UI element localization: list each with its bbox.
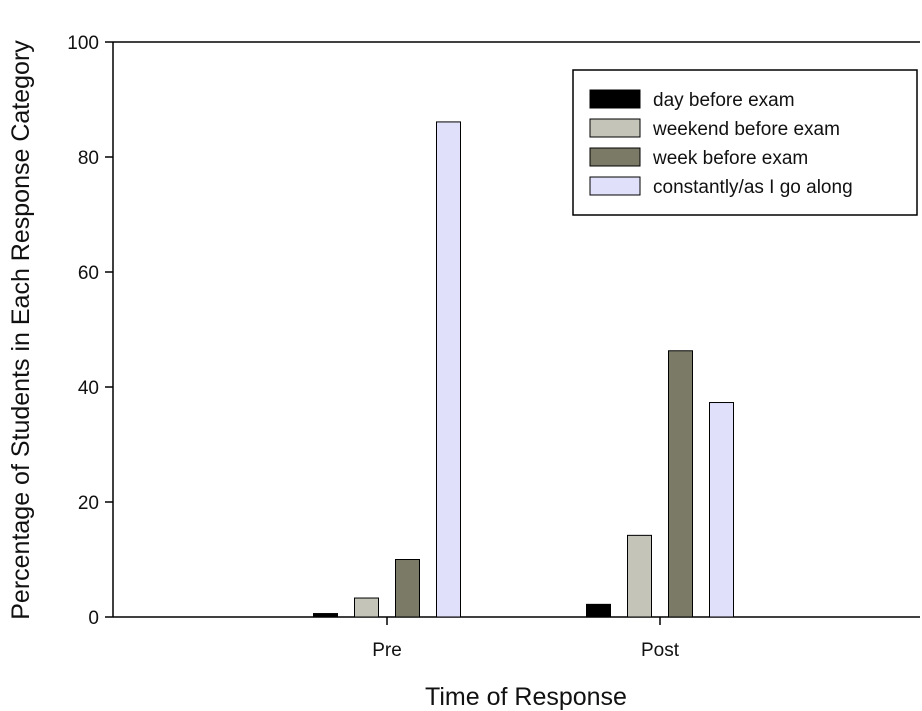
- y-tick-label: 100: [67, 33, 99, 54]
- bar: [354, 597, 379, 618]
- legend-label: day before exam: [653, 90, 795, 111]
- legend-swatch: [589, 118, 641, 138]
- bar: [395, 559, 420, 618]
- y-axis-ticks: 0 20 40 60 80 100: [67, 33, 113, 629]
- bar: [709, 402, 734, 618]
- y-tick-label: 80: [78, 148, 99, 169]
- plot-frame: [112, 41, 920, 618]
- legend-swatch: [589, 176, 641, 196]
- y-tick-label: 0: [88, 608, 99, 629]
- x-tick-label: Pre: [372, 640, 402, 661]
- x-tick-label: Post: [641, 640, 680, 661]
- legend-label: constantly/as I go along: [653, 177, 853, 198]
- bar: [586, 603, 611, 618]
- bar: [313, 613, 338, 618]
- y-axis-title: Percentage of Students in Each Response …: [7, 40, 35, 620]
- legend-label: week before exam: [652, 148, 808, 169]
- y-tick-label: 60: [78, 263, 99, 284]
- bar: [436, 121, 461, 618]
- legend: day before exam weekend before exam week b…: [572, 69, 918, 216]
- bars: [313, 121, 734, 618]
- y-tick-label: 20: [78, 493, 99, 514]
- bar: [627, 534, 652, 618]
- bar: [668, 350, 693, 618]
- y-tick-label: 40: [78, 378, 99, 399]
- legend-label: weekend before exam: [652, 119, 840, 140]
- x-axis-ticks: Pre Post: [372, 617, 680, 661]
- legend-swatch: [589, 147, 641, 167]
- legend-swatch: [589, 89, 641, 109]
- x-axis-title: Time of Response: [425, 683, 627, 711]
